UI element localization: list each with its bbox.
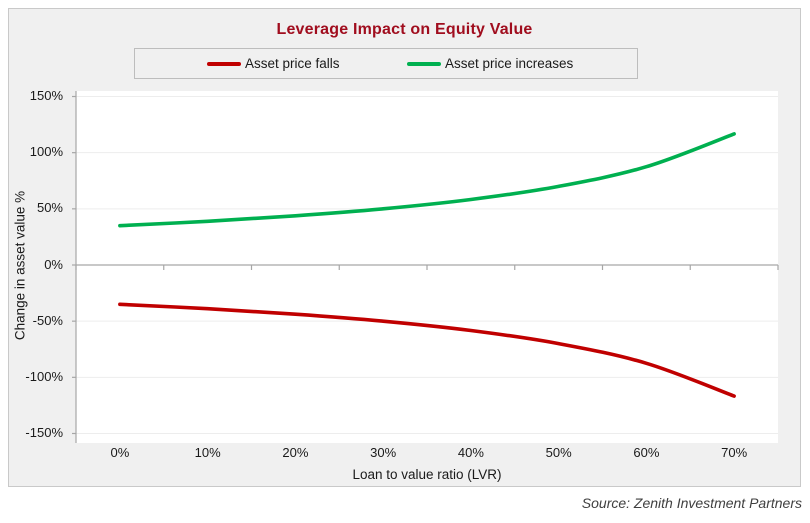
source-attribution: Source: Zenith Investment Partners — [581, 495, 802, 511]
y-tick-label: 50% — [36, 200, 63, 216]
x-tick-label: 10% — [194, 445, 221, 460]
legend-swatch-red-line — [207, 61, 241, 66]
plot-area — [72, 91, 779, 443]
x-axis-title: Loan to value ratio (LVR) — [352, 467, 502, 482]
chart-title: Leverage Impact on Equity Value — [276, 21, 533, 38]
x-tick-label: 0% — [110, 445, 130, 460]
legend-box: Asset price falls Asset price increases — [134, 48, 638, 79]
x-tick-label: 40% — [457, 445, 484, 460]
y-tick-label: -150% — [25, 424, 63, 440]
chart-frame: Leverage Impact on Equity Value Asset pr… — [8, 8, 801, 487]
y-tick-label: 100% — [29, 144, 63, 160]
series-line-asset-price-falls — [118, 302, 736, 398]
y-tick-label: -100% — [25, 368, 63, 384]
legend-label: Asset price increases — [445, 56, 574, 71]
y-tick-label: 0% — [44, 256, 63, 272]
x-tick-label: 60% — [633, 445, 660, 460]
legend-item-asset-price-falls: Asset price falls — [207, 49, 340, 78]
series-line-asset-price-increases — [118, 132, 736, 228]
y-axis-title: Change in asset value % — [12, 190, 28, 341]
x-tick-label: 20% — [282, 445, 309, 460]
x-tick-label: 50% — [545, 445, 572, 460]
x-tick-label: 30% — [370, 445, 397, 460]
legend-swatch-green-line — [407, 61, 441, 66]
x-tick-label: 70% — [721, 445, 748, 460]
legend-item-asset-price-increases: Asset price increases — [407, 49, 573, 78]
legend-label: Asset price falls — [245, 56, 340, 71]
y-tick-label: 150% — [29, 88, 63, 103]
y-tick-label: -50% — [32, 312, 63, 328]
